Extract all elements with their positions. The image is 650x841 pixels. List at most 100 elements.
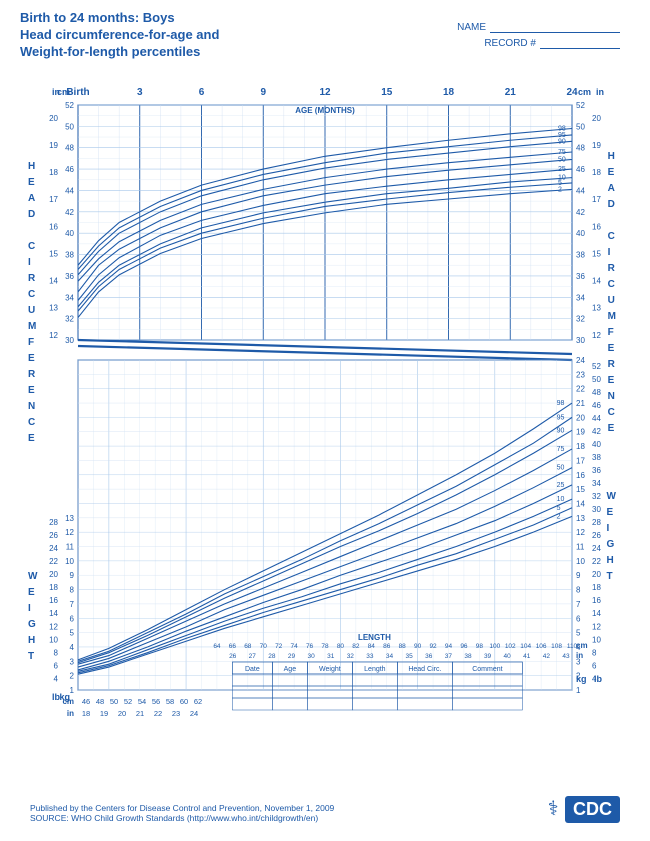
svg-text:98: 98 <box>557 400 565 407</box>
svg-text:Weight: Weight <box>319 666 341 673</box>
svg-text:10: 10 <box>49 635 58 644</box>
svg-text:19: 19 <box>576 427 585 436</box>
svg-text:16: 16 <box>576 470 585 479</box>
svg-text:12: 12 <box>49 331 58 340</box>
svg-text:Date: Date <box>245 666 260 673</box>
svg-text:16: 16 <box>592 222 601 231</box>
svg-text:92: 92 <box>429 643 437 650</box>
record-blank[interactable] <box>540 48 620 49</box>
name-blank[interactable] <box>490 32 620 33</box>
svg-text:18: 18 <box>443 87 455 98</box>
svg-text:22: 22 <box>576 384 585 393</box>
svg-text:18: 18 <box>49 583 58 592</box>
svg-text:76: 76 <box>306 643 314 650</box>
svg-text:21: 21 <box>576 399 585 408</box>
svg-text:41: 41 <box>523 653 531 660</box>
svg-text:13: 13 <box>576 513 585 522</box>
svg-text:6: 6 <box>592 661 597 670</box>
svg-text:10: 10 <box>558 174 566 181</box>
svg-text:34: 34 <box>592 479 601 488</box>
svg-text:27: 27 <box>249 653 257 660</box>
svg-text:13: 13 <box>49 303 58 312</box>
svg-text:32: 32 <box>592 492 601 501</box>
svg-text:15: 15 <box>592 249 601 258</box>
svg-text:16: 16 <box>49 596 58 605</box>
svg-text:13: 13 <box>65 513 74 522</box>
svg-text:Comment: Comment <box>472 666 502 673</box>
svg-text:44: 44 <box>592 414 601 423</box>
svg-text:50: 50 <box>557 464 565 471</box>
svg-text:38: 38 <box>464 653 472 660</box>
svg-text:24: 24 <box>566 87 578 98</box>
svg-text:38: 38 <box>576 250 585 259</box>
svg-text:lb: lb <box>594 674 603 684</box>
svg-text:15: 15 <box>49 249 58 258</box>
svg-text:cm: cm <box>57 87 70 97</box>
svg-text:24: 24 <box>592 544 601 553</box>
chart-header: Birth to 24 months: Boys Head circumfere… <box>20 10 630 61</box>
svg-text:6: 6 <box>576 614 581 623</box>
svg-text:36: 36 <box>425 653 433 660</box>
svg-text:50: 50 <box>592 375 601 384</box>
svg-text:18: 18 <box>49 168 58 177</box>
svg-text:28: 28 <box>268 653 276 660</box>
svg-text:52: 52 <box>124 697 132 706</box>
svg-text:11: 11 <box>576 542 585 551</box>
svg-text:40: 40 <box>504 653 512 660</box>
svg-text:52: 52 <box>65 101 74 110</box>
svg-text:29: 29 <box>288 653 296 660</box>
svg-text:14: 14 <box>49 276 58 285</box>
svg-text:12: 12 <box>592 331 601 340</box>
svg-text:12: 12 <box>49 622 58 631</box>
svg-text:50: 50 <box>558 156 566 163</box>
svg-text:102: 102 <box>505 643 516 650</box>
svg-text:20: 20 <box>576 413 585 422</box>
svg-text:1: 1 <box>70 686 75 695</box>
svg-text:40: 40 <box>592 440 601 449</box>
svg-text:43: 43 <box>562 653 570 660</box>
svg-text:48: 48 <box>96 697 104 706</box>
svg-text:21: 21 <box>505 87 517 98</box>
left-label-wt: WEIGHT <box>28 569 43 665</box>
svg-text:Length: Length <box>364 666 386 673</box>
svg-text:86: 86 <box>383 643 391 650</box>
svg-text:5: 5 <box>576 628 581 637</box>
svg-text:26: 26 <box>592 531 601 540</box>
svg-text:10: 10 <box>557 496 565 503</box>
svg-text:34: 34 <box>65 293 74 302</box>
svg-text:36: 36 <box>576 272 585 281</box>
svg-text:17: 17 <box>49 195 58 204</box>
svg-text:46: 46 <box>592 401 601 410</box>
svg-text:32: 32 <box>347 653 355 660</box>
svg-text:32: 32 <box>576 314 585 323</box>
svg-text:30: 30 <box>576 336 585 345</box>
svg-text:104: 104 <box>520 643 531 650</box>
svg-text:8: 8 <box>54 648 59 657</box>
svg-text:30: 30 <box>307 653 315 660</box>
svg-text:10: 10 <box>65 557 74 566</box>
svg-text:2: 2 <box>558 186 562 193</box>
svg-text:Head Circ.: Head Circ. <box>408 666 441 673</box>
svg-text:14: 14 <box>576 499 585 508</box>
svg-text:108: 108 <box>551 643 562 650</box>
svg-text:16: 16 <box>49 222 58 231</box>
svg-text:40: 40 <box>576 229 585 238</box>
svg-text:23: 23 <box>576 370 585 379</box>
svg-text:58: 58 <box>166 697 174 706</box>
svg-text:8: 8 <box>576 585 581 594</box>
svg-text:4: 4 <box>70 643 75 652</box>
svg-text:39: 39 <box>484 653 492 660</box>
svg-text:44: 44 <box>65 186 74 195</box>
svg-text:1: 1 <box>576 686 581 695</box>
svg-text:9: 9 <box>70 571 75 580</box>
svg-text:15: 15 <box>381 87 393 98</box>
svg-text:82: 82 <box>352 643 360 650</box>
svg-text:18: 18 <box>592 168 601 177</box>
svg-text:50: 50 <box>65 122 74 131</box>
svg-text:26: 26 <box>229 653 237 660</box>
svg-text:52: 52 <box>592 362 601 371</box>
svg-text:94: 94 <box>445 643 453 650</box>
svg-text:42: 42 <box>576 207 585 216</box>
svg-text:54: 54 <box>138 697 146 706</box>
svg-text:38: 38 <box>592 453 601 462</box>
